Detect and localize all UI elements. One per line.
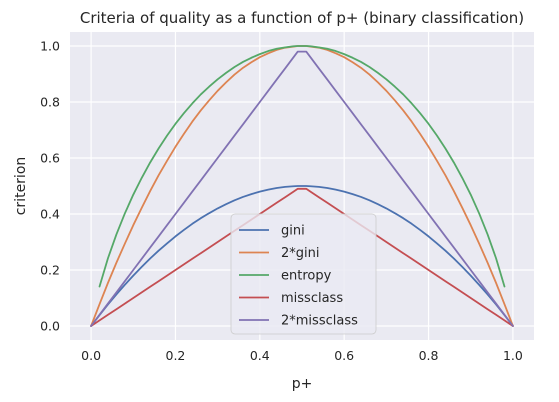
legend-label: gini	[281, 224, 305, 239]
x-tick-label: 0.6	[334, 348, 354, 363]
legend-label: 2*missclass	[281, 314, 358, 329]
y-tick-label: 0.2	[40, 263, 60, 278]
x-axis-label: p+	[292, 376, 313, 392]
series-line-entropy	[98, 45, 506, 288]
series-line-missclass	[90, 187, 514, 327]
series-line-2-missclass	[90, 50, 514, 327]
y-tick-label: 0.4	[40, 207, 60, 222]
legend-box	[230, 213, 377, 335]
x-tick-label: 0.4	[250, 348, 270, 363]
legend-label: missclass	[281, 291, 343, 306]
y-tick-label: 0.8	[40, 95, 60, 110]
legend: gini 2*gini entropy missclass 2*missclass	[230, 213, 377, 335]
x-tick-label: 1.0	[503, 348, 523, 363]
chart-title: Criteria of quality as a function of p+ …	[80, 9, 524, 27]
y-tick-label: 1.0	[40, 39, 60, 54]
x-tick-label: 0.2	[166, 348, 186, 363]
series-line-gini	[90, 185, 514, 327]
legend-label: entropy	[281, 269, 332, 284]
series-lines	[90, 45, 514, 327]
y-axis-label: criterion	[13, 157, 29, 216]
grid	[70, 32, 534, 340]
y-tick-labels: 0.0 0.2 0.4 0.6 0.8 1.0	[40, 39, 60, 334]
x-tick-label: 0.8	[419, 348, 439, 363]
y-tick-label: 0.0	[40, 319, 60, 334]
x-tick-labels: 0.0 0.2 0.4 0.6 0.8 1.0	[81, 348, 523, 363]
y-tick-label: 0.6	[40, 151, 60, 166]
legend-label: 2*gini	[281, 246, 320, 261]
x-tick-label: 0.0	[81, 348, 101, 363]
